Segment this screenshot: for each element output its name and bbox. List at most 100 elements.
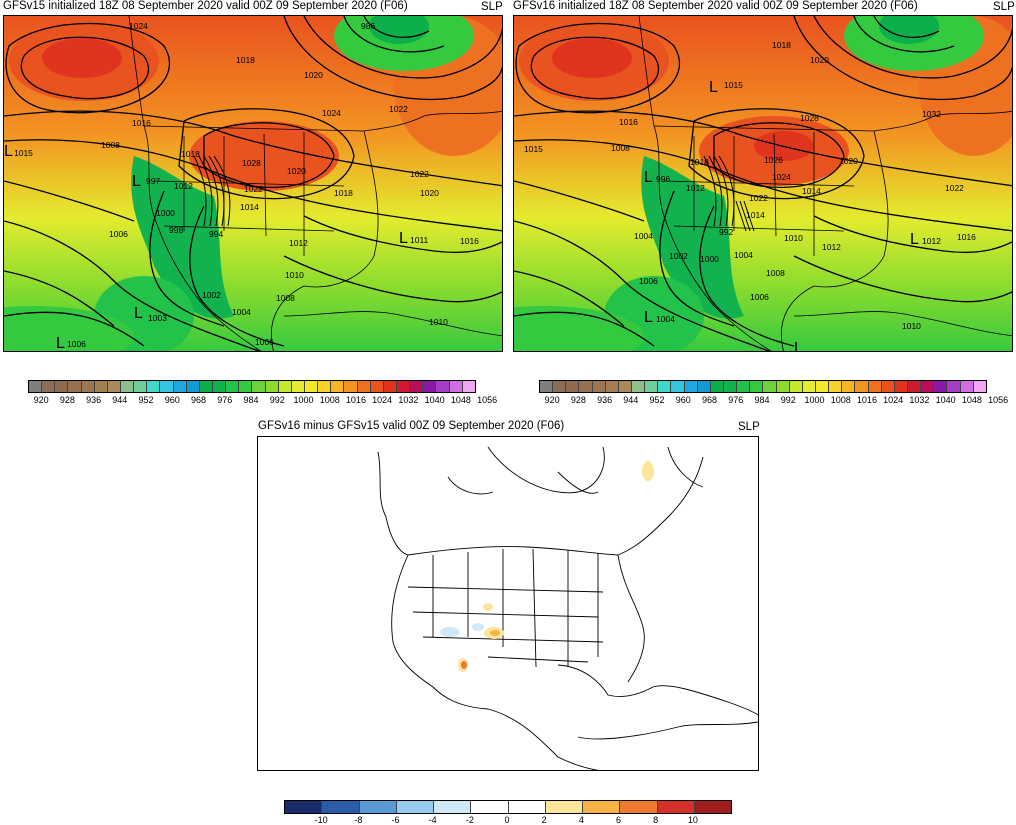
colorbar-tick-label: 952	[138, 395, 154, 405]
colorbar-tick-label: 984	[243, 395, 259, 405]
colorbar-swatch	[934, 381, 948, 392]
panel-title-diff: GFSv16 minus GFSv15 valid 00Z 09 Septemb…	[258, 420, 565, 432]
low-pressure-marker: L	[132, 173, 141, 190]
isobar-label: 1006	[67, 339, 86, 349]
low-pressure-marker: L	[794, 340, 803, 352]
colorbar-swatch	[618, 381, 632, 392]
isobar-label: 986	[361, 21, 375, 31]
slp-colorbar-right-labels: 920 928 936 944 952 960 968 976 984 992 1000 1008 10…	[539, 395, 1009, 407]
panel-title-v16: GFSv16 initialized 18Z 08 September 2020…	[513, 0, 918, 12]
colorbar-tick-label: 920	[33, 395, 49, 405]
field-label-v15: SLP	[481, 1, 503, 13]
isobar-label: 1014	[746, 210, 765, 220]
colorbar-swatch	[508, 801, 546, 813]
colorbar-tick-label: 984	[754, 395, 770, 405]
isobar-label: 1012	[174, 181, 193, 191]
isobar-label: 1022	[244, 184, 263, 194]
colorbar-swatch	[94, 381, 108, 392]
colorbar-tick-label: -6	[391, 815, 400, 825]
colorbar-tick-label: 1040	[424, 395, 445, 405]
colorbar-swatch	[199, 381, 213, 392]
colorbar-swatch	[42, 381, 56, 392]
colorbar-tick-label: -2	[465, 815, 474, 825]
isobar-label: 998	[169, 225, 183, 235]
colorbar-swatch	[344, 381, 358, 392]
difference-colorbar-labels: -10 -8 -6 -4 -2 0 2 4 6 8 10	[284, 815, 732, 825]
isobar-label: 1004	[656, 314, 675, 324]
isobar-label: 1024	[129, 21, 148, 31]
colorbar-swatch	[331, 381, 345, 392]
colorbar-swatch	[147, 381, 161, 392]
low-pressure-marker: L	[910, 231, 919, 248]
isobar-label: 1008	[611, 143, 630, 153]
difference-blob	[483, 603, 493, 611]
field-label-v16: SLP	[993, 1, 1015, 13]
isobar-label: 1022	[749, 193, 768, 203]
colorbar-swatch	[436, 381, 450, 392]
colorbar-swatch	[540, 381, 554, 392]
colorbar-tick-label: -8	[354, 815, 363, 825]
colorbar-swatch	[694, 801, 731, 813]
isobar-label: 1012	[289, 238, 308, 248]
colorbar-swatch	[252, 381, 266, 392]
low-pressure-marker: L	[134, 305, 143, 322]
isobar-label: 1012	[922, 236, 941, 246]
colorbar-tick-label: -4	[428, 815, 437, 825]
colorbar-tick-label: 2	[541, 815, 547, 825]
colorbar-swatch	[907, 381, 922, 392]
colorbar-swatch	[868, 381, 882, 392]
colorbar-swatch	[160, 381, 174, 392]
low-pressure-marker: L	[399, 230, 408, 247]
colorbar-swatch	[579, 381, 593, 392]
isobar-label: 1018	[690, 157, 709, 167]
colorbar-tick-label: 928	[570, 395, 586, 405]
isobar-label: 1020	[420, 188, 439, 198]
isobar-label: 1018	[334, 188, 353, 198]
isobar-label: 1006	[639, 276, 658, 286]
colorbar-swatch	[173, 381, 187, 392]
field-label-diff: SLP	[738, 421, 760, 433]
isobar-label: 1012	[686, 183, 705, 193]
slp-map-gfsv15: 1015 1008 1016 1018 997 1012 1000 998 99…	[3, 15, 503, 352]
colorbar-tick-label: 952	[649, 395, 665, 405]
isobar-label: 1020	[287, 166, 306, 176]
colorbar-swatch	[829, 381, 843, 392]
colorbar-tick-label: 1032	[909, 395, 930, 405]
isobar-label: 1016	[957, 232, 976, 242]
colorbar-swatch	[763, 381, 777, 392]
colorbar-swatch	[359, 801, 397, 813]
isobar-label: 1008	[276, 293, 295, 303]
colorbar-swatch	[423, 381, 437, 392]
colorbar-tick-label: 0	[504, 815, 510, 825]
colorbar-tick-label: 6	[615, 815, 622, 825]
colorbar-tick-label: 1008	[319, 395, 340, 405]
colorbar-tick-label: 1048	[961, 395, 982, 405]
colorbar-tick-label: 1008	[830, 395, 851, 405]
colorbar-tick-label: 944	[623, 395, 639, 405]
colorbar-swatch	[842, 381, 856, 392]
isobar-label: 1015	[724, 80, 743, 90]
isobar-label: 1010	[285, 270, 304, 280]
low-pressure-marker: L	[56, 335, 65, 352]
colorbar-tick-label: 944	[112, 395, 128, 405]
slp-colorbar-left-labels: 920 928 936 944 952 960 968 976 984 992 1000 1008 10…	[28, 395, 498, 407]
isobar-label: 1006	[255, 337, 274, 347]
isobar-label: 1022	[945, 183, 964, 193]
colorbar-tick-label: 1048	[450, 395, 471, 405]
colorbar-swatch	[81, 381, 95, 392]
colorbar-swatch	[553, 381, 567, 392]
colorbar-swatch	[776, 381, 790, 392]
colorbar-tick-label: 960	[675, 395, 691, 405]
colorbar-tick-label: 960	[164, 395, 180, 405]
isobar-label: 1006	[750, 292, 769, 302]
colorbar-swatch	[631, 381, 646, 392]
colorbar-tick-label: 976	[728, 395, 744, 405]
colorbar-swatch	[620, 801, 658, 813]
isobar-label: 1004	[734, 250, 753, 260]
isobar-label: 1016	[619, 117, 638, 127]
slp-map-gfsv16: 1015 1008 1016 1018 996 1012 1004 1002 1…	[513, 15, 1013, 352]
colorbar-swatch	[723, 381, 738, 392]
isobar-label: 1000	[156, 208, 175, 218]
colorbar-swatch	[68, 381, 82, 392]
isobar-label: 1008	[101, 140, 120, 150]
